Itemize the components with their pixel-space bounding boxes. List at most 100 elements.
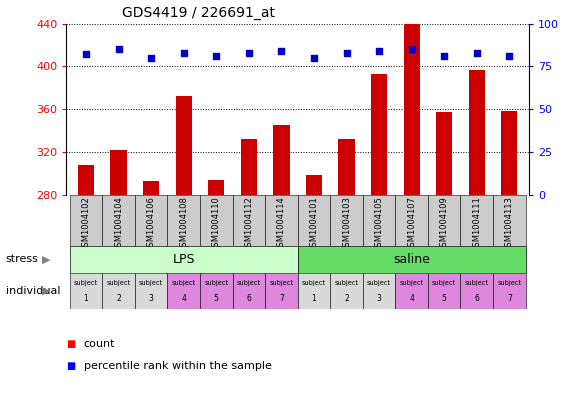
Text: GSM1004107: GSM1004107 (407, 196, 416, 252)
Point (342, 50, 351, 56)
Bar (102, 273, 135, 309)
Bar (330, 273, 363, 309)
Text: ■: ■ (66, 339, 76, 349)
Bar (371, 74, 387, 195)
Bar (330, 195, 363, 246)
Text: 4: 4 (409, 294, 414, 303)
Bar (436, 112, 453, 195)
Bar (306, 175, 322, 195)
Text: GSM1004110: GSM1004110 (212, 196, 221, 252)
Text: subject: subject (269, 280, 294, 286)
Bar (298, 273, 330, 309)
Text: 6: 6 (246, 294, 251, 303)
Bar (70, 246, 298, 273)
Bar (232, 273, 265, 309)
Text: GSM1004103: GSM1004103 (342, 196, 351, 252)
Text: 1: 1 (312, 294, 316, 303)
Text: 4: 4 (181, 294, 186, 303)
Bar (493, 195, 525, 246)
Bar (102, 195, 135, 246)
Text: individual: individual (6, 286, 60, 296)
Bar (428, 273, 461, 309)
Text: ▶: ▶ (42, 254, 50, 264)
Text: GSM1004114: GSM1004114 (277, 196, 286, 252)
Text: subject: subject (335, 280, 358, 286)
Text: 7: 7 (507, 294, 512, 303)
Text: subject: subject (432, 280, 456, 286)
Text: 7: 7 (279, 294, 284, 303)
Point (309, 55, 318, 61)
Bar (395, 195, 428, 246)
Text: GSM1004109: GSM1004109 (440, 196, 449, 252)
Text: GSM1004108: GSM1004108 (179, 196, 188, 252)
Bar (298, 195, 330, 246)
Text: GSM1004104: GSM1004104 (114, 196, 123, 252)
Text: subject: subject (139, 280, 163, 286)
Bar (110, 150, 127, 195)
Bar (78, 165, 94, 195)
Text: GSM1004112: GSM1004112 (244, 196, 253, 252)
Bar (403, 24, 420, 195)
Text: GSM1004105: GSM1004105 (375, 196, 384, 252)
Point (407, 46, 416, 52)
Bar (265, 273, 298, 309)
Text: percentile rank within the sample: percentile rank within the sample (84, 361, 272, 371)
Point (212, 53, 221, 59)
Text: subject: subject (204, 280, 228, 286)
Point (179, 50, 188, 56)
Bar (461, 273, 493, 309)
Text: saline: saline (393, 253, 430, 266)
Bar (168, 273, 200, 309)
Text: subject: subject (367, 280, 391, 286)
Bar (469, 70, 485, 195)
Bar (461, 195, 493, 246)
Text: subject: subject (497, 280, 521, 286)
Text: GSM1004113: GSM1004113 (505, 196, 514, 252)
Point (244, 50, 253, 56)
Bar (143, 181, 160, 195)
Bar (428, 195, 461, 246)
Text: ▶: ▶ (42, 286, 50, 296)
Text: subject: subject (399, 280, 424, 286)
Text: 5: 5 (214, 294, 218, 303)
Point (81, 51, 91, 57)
Bar (70, 195, 102, 246)
Bar (208, 180, 224, 195)
Text: GSM1004101: GSM1004101 (309, 196, 318, 252)
Text: 3: 3 (377, 294, 381, 303)
Bar (265, 195, 298, 246)
Point (114, 46, 123, 52)
Bar (363, 195, 395, 246)
Point (505, 53, 514, 59)
Text: subject: subject (172, 280, 196, 286)
Text: GSM1004106: GSM1004106 (147, 196, 155, 252)
Bar (501, 111, 517, 195)
Point (146, 55, 155, 61)
Bar (363, 273, 395, 309)
Text: 2: 2 (344, 294, 349, 303)
Bar (200, 195, 232, 246)
Point (375, 48, 384, 54)
Text: count: count (84, 339, 115, 349)
Text: GSM1004111: GSM1004111 (472, 196, 481, 252)
Point (277, 48, 286, 54)
Bar (395, 273, 428, 309)
Bar (70, 273, 102, 309)
Bar (232, 195, 265, 246)
Text: 5: 5 (442, 294, 447, 303)
Point (440, 53, 449, 59)
Point (472, 50, 481, 56)
Text: 6: 6 (475, 294, 479, 303)
Bar (493, 273, 525, 309)
Text: 3: 3 (149, 294, 154, 303)
Bar (273, 125, 290, 195)
Text: GSM1004102: GSM1004102 (81, 196, 91, 252)
Bar (135, 273, 168, 309)
Text: 2: 2 (116, 294, 121, 303)
Bar (298, 246, 525, 273)
Bar (176, 96, 192, 195)
Bar (200, 273, 232, 309)
Text: stress: stress (6, 254, 39, 264)
Text: GDS4419 / 226691_at: GDS4419 / 226691_at (122, 6, 275, 20)
Bar (135, 195, 168, 246)
